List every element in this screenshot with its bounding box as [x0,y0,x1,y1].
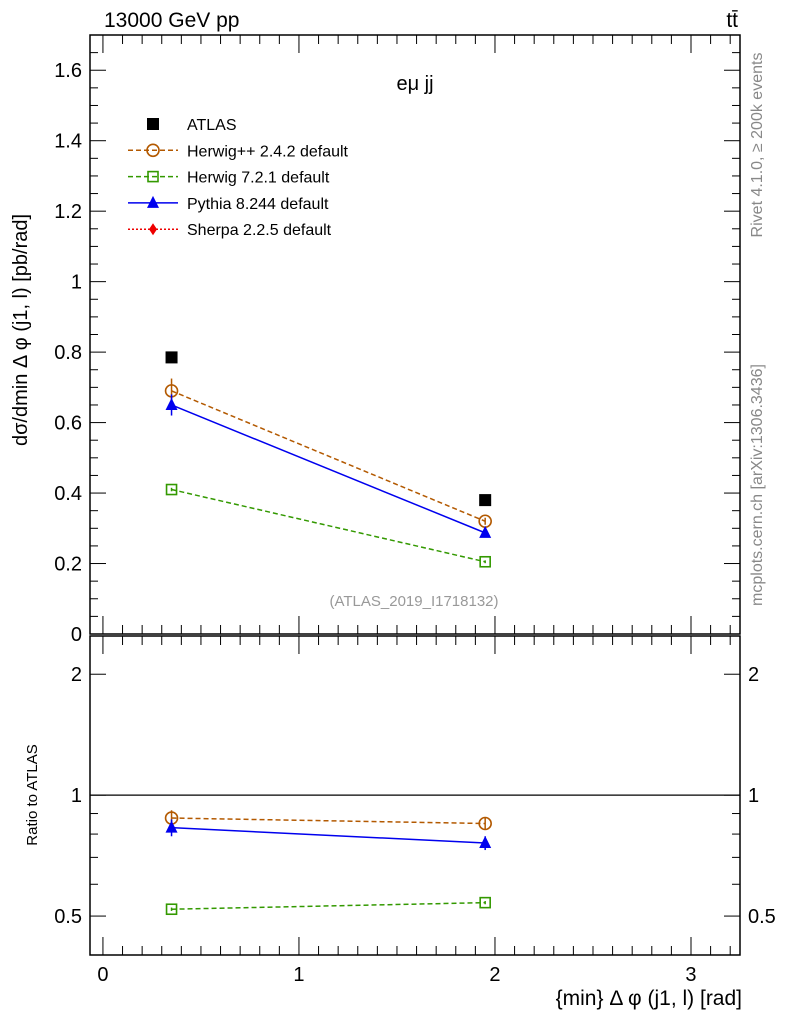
legend-marker [147,170,159,183]
ratio-line-herwigpp [171,817,486,825]
legend-entry: Herwig++ 2.4.2 default [187,143,349,160]
y-tick-label: 0 [71,624,82,646]
side-label-top: Rivet 4.1.0, ≥ 200k events [749,53,766,238]
ratio-point-herwig [165,903,178,916]
watermark: (ATLAS_2019_I1718132) [329,593,498,610]
y-tick-label: 1.2 [54,201,82,223]
ratio-line-herwig [171,901,486,910]
point-atlas [479,494,492,507]
y-tick-label: 0.8 [54,342,82,364]
y-tick-label: 1.4 [54,131,82,153]
top-left-label: 13000 GeV pp [104,9,239,32]
y-axis-label: dσ/dmin Δ φ (j1, l) [pb/rad] [10,214,32,446]
x-tick-label: 0 [97,964,108,986]
line-pythia [171,404,486,534]
chart-title: eμ jj [396,73,433,95]
x-axis-label: {min} Δ φ (j1, l) [rad] [556,987,742,1010]
ratio-y-axis-label: Ratio to ATLAS [24,744,41,845]
y-tick-label: 0.2 [54,554,82,576]
ratio-y-tick-label-right: 1 [748,785,759,807]
point-pythia [479,525,492,538]
legend-marker [147,118,159,130]
ratio-y-tick-label-right: 0.5 [748,906,776,928]
y-tick-label: 1.6 [54,60,82,82]
point-pythia [165,397,178,410]
line-herwigpp [171,390,486,522]
ratio-point-herwigpp [478,816,492,831]
line-herwig [171,488,486,563]
side-label-bottom: mcplots.cern.ch [arXiv:1306.3436] [749,364,766,606]
legend-entry: Pythia 8.244 default [187,196,329,213]
legend-marker [149,223,157,236]
point-herwig [479,555,491,568]
legend-entry: ATLAS [187,117,237,134]
x-tick-label: 2 [489,964,500,986]
legend-entry: Sherpa 2.2.5 default [187,222,332,239]
ratio-line-pythia [171,826,486,844]
ratio-point-pythia [479,836,492,849]
ratio-point-herwig [479,896,491,909]
ratio-point-pythia [165,820,178,833]
legend-marker [146,143,160,158]
legend-marker [147,195,159,208]
x-tick-label: 3 [685,964,696,986]
y-tick-label: 1 [71,272,82,294]
legend-entry: Herwig 7.2.1 default [187,170,330,187]
point-herwig [165,483,178,496]
ratio-y-tick-label: 1 [71,785,82,807]
x-tick-label: 1 [293,964,304,986]
ratio-y-tick-label-right: 2 [748,664,759,686]
point-atlas [165,351,178,364]
ratio-y-tick-label: 2 [71,664,82,686]
y-tick-label: 0.4 [54,483,82,505]
y-tick-label: 0.6 [54,413,82,435]
ratio-y-tick-label: 0.5 [54,906,82,928]
top-right-label: tt̄ [726,9,738,32]
